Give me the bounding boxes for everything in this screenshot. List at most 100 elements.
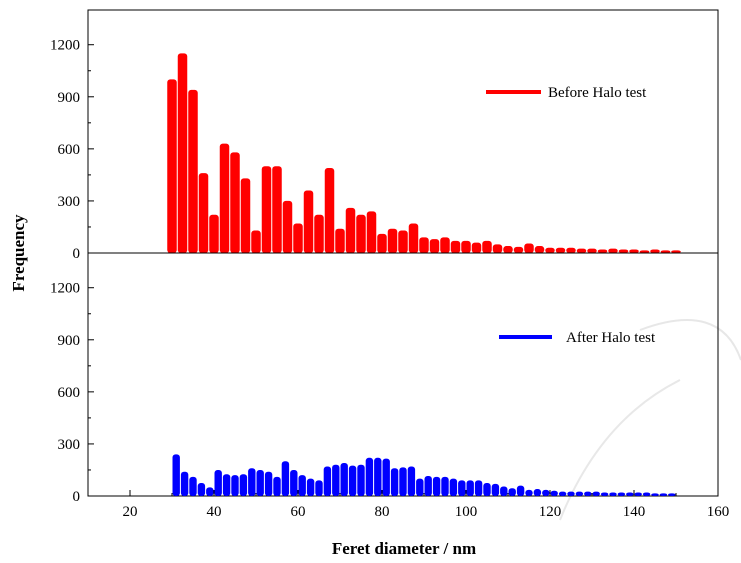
bar-bottom-9 (248, 468, 256, 496)
bar-bottom-51 (600, 492, 609, 496)
bar-bottom-19 (332, 464, 340, 496)
bar-bottom-2 (189, 476, 197, 496)
y-tick-label-top-4: 1200 (50, 38, 80, 54)
x-tick-label-0: 20 (123, 504, 138, 520)
bar-top-27 (450, 240, 461, 253)
bar-top-9 (261, 166, 272, 253)
bar-top-29 (471, 242, 482, 253)
bar-bottom-48 (575, 491, 584, 496)
plot-frame-bottom (87, 252, 719, 497)
bar-top-44 (629, 249, 639, 253)
bar-bottom-7 (231, 475, 239, 496)
bars-top (167, 53, 681, 254)
bar-top-2 (188, 89, 198, 253)
bar-bottom-23 (365, 457, 374, 496)
bar-top-31 (492, 244, 503, 253)
bar-bottom-40 (508, 488, 516, 496)
bar-top-14 (314, 214, 324, 253)
bar-bottom-44 (542, 489, 550, 496)
legend-label-before: Before Halo test (548, 85, 647, 101)
bar-bottom-47 (567, 491, 575, 496)
bar-top-13 (303, 190, 314, 253)
bar-bottom-8 (239, 474, 248, 496)
bar-bottom-33 (449, 478, 458, 496)
bar-bottom-56 (642, 492, 651, 496)
bar-bottom-42 (525, 489, 533, 496)
bar-bottom-57 (651, 493, 659, 496)
x-tick-label-6: 140 (623, 504, 646, 520)
bar-top-32 (503, 246, 513, 253)
bar-top-15 (324, 167, 335, 253)
bar-bottom-58 (659, 493, 668, 496)
bar-top-28 (461, 240, 471, 253)
bar-bottom-38 (491, 483, 500, 496)
bar-bottom-21 (348, 465, 357, 497)
bar-bottom-10 (256, 469, 264, 496)
legend-label-after: After Halo test (566, 330, 656, 346)
bar-top-41 (597, 249, 608, 253)
y-tick-label-top-1: 300 (58, 194, 81, 210)
bar-top-0 (167, 79, 177, 254)
bar-top-5 (219, 143, 230, 253)
bar-top-10 (272, 166, 282, 253)
bar-top-47 (660, 250, 671, 253)
bar-top-48 (671, 250, 681, 253)
bar-bottom-45 (550, 490, 558, 496)
y-axis-title: Frequency (9, 214, 28, 292)
bar-top-3 (198, 173, 209, 253)
bar-top-37 (555, 247, 566, 253)
bar-bottom-27 (399, 467, 407, 496)
bar-top-20 (377, 233, 387, 253)
bar-bottom-24 (374, 457, 382, 496)
bar-top-33 (513, 246, 524, 253)
bar-top-16 (335, 228, 345, 253)
bar-bottom-43 (533, 489, 542, 496)
bar-top-38 (566, 247, 576, 253)
bar-bottom-36 (474, 480, 483, 496)
bar-bottom-49 (584, 491, 592, 496)
bar-bottom-16 (306, 478, 315, 496)
x-tick-label-2: 60 (291, 504, 306, 520)
bar-bottom-17 (315, 480, 323, 496)
bar-bottom-35 (466, 480, 474, 496)
bar-top-46 (650, 249, 660, 253)
bar-bottom-26 (390, 468, 399, 496)
bar-bottom-39 (500, 486, 508, 496)
bar-top-1 (177, 53, 188, 253)
bar-top-6 (230, 152, 240, 253)
bar-bottom-54 (626, 492, 634, 496)
bar-top-21 (387, 228, 398, 253)
bar-top-12 (293, 223, 303, 253)
bar-bottom-34 (458, 480, 466, 496)
bar-bottom-32 (441, 476, 449, 496)
panel-top: 0 300 600 900 1200 Before Halo test (50, 9, 719, 262)
bar-bottom-50 (592, 491, 600, 496)
bar-top-4 (209, 214, 219, 253)
bar-top-18 (356, 214, 366, 253)
bar-top-8 (251, 230, 261, 253)
bar-top-39 (576, 248, 587, 253)
bar-top-7 (240, 178, 251, 253)
bar-bottom-1 (180, 471, 189, 496)
bar-bottom-30 (424, 476, 432, 496)
bar-top-45 (639, 250, 650, 253)
bar-bottom-14 (290, 469, 298, 496)
y-ticks-top: 0 300 600 900 1200 (50, 38, 94, 262)
bar-bottom-0 (172, 454, 180, 496)
bar-bottom-13 (281, 461, 290, 496)
y-tick-label-bottom-0: 0 (73, 489, 81, 505)
bar-bottom-3 (197, 482, 206, 496)
y-tick-label-bottom-2: 600 (58, 385, 81, 401)
y-tick-label-top-3: 900 (58, 90, 81, 106)
bar-bottom-20 (340, 463, 348, 496)
bar-bottom-25 (382, 458, 390, 496)
x-tick-label-1: 40 (207, 504, 222, 520)
y-tick-label-bottom-3: 900 (58, 333, 81, 349)
bar-top-40 (587, 248, 597, 253)
watermark-decoration (559, 319, 741, 521)
x-tick-label-7: 160 (707, 504, 730, 520)
bar-top-34 (524, 243, 534, 253)
x-tick-label-5: 120 (539, 504, 562, 520)
bar-bottom-28 (407, 466, 416, 496)
bars-bottom (172, 454, 676, 497)
